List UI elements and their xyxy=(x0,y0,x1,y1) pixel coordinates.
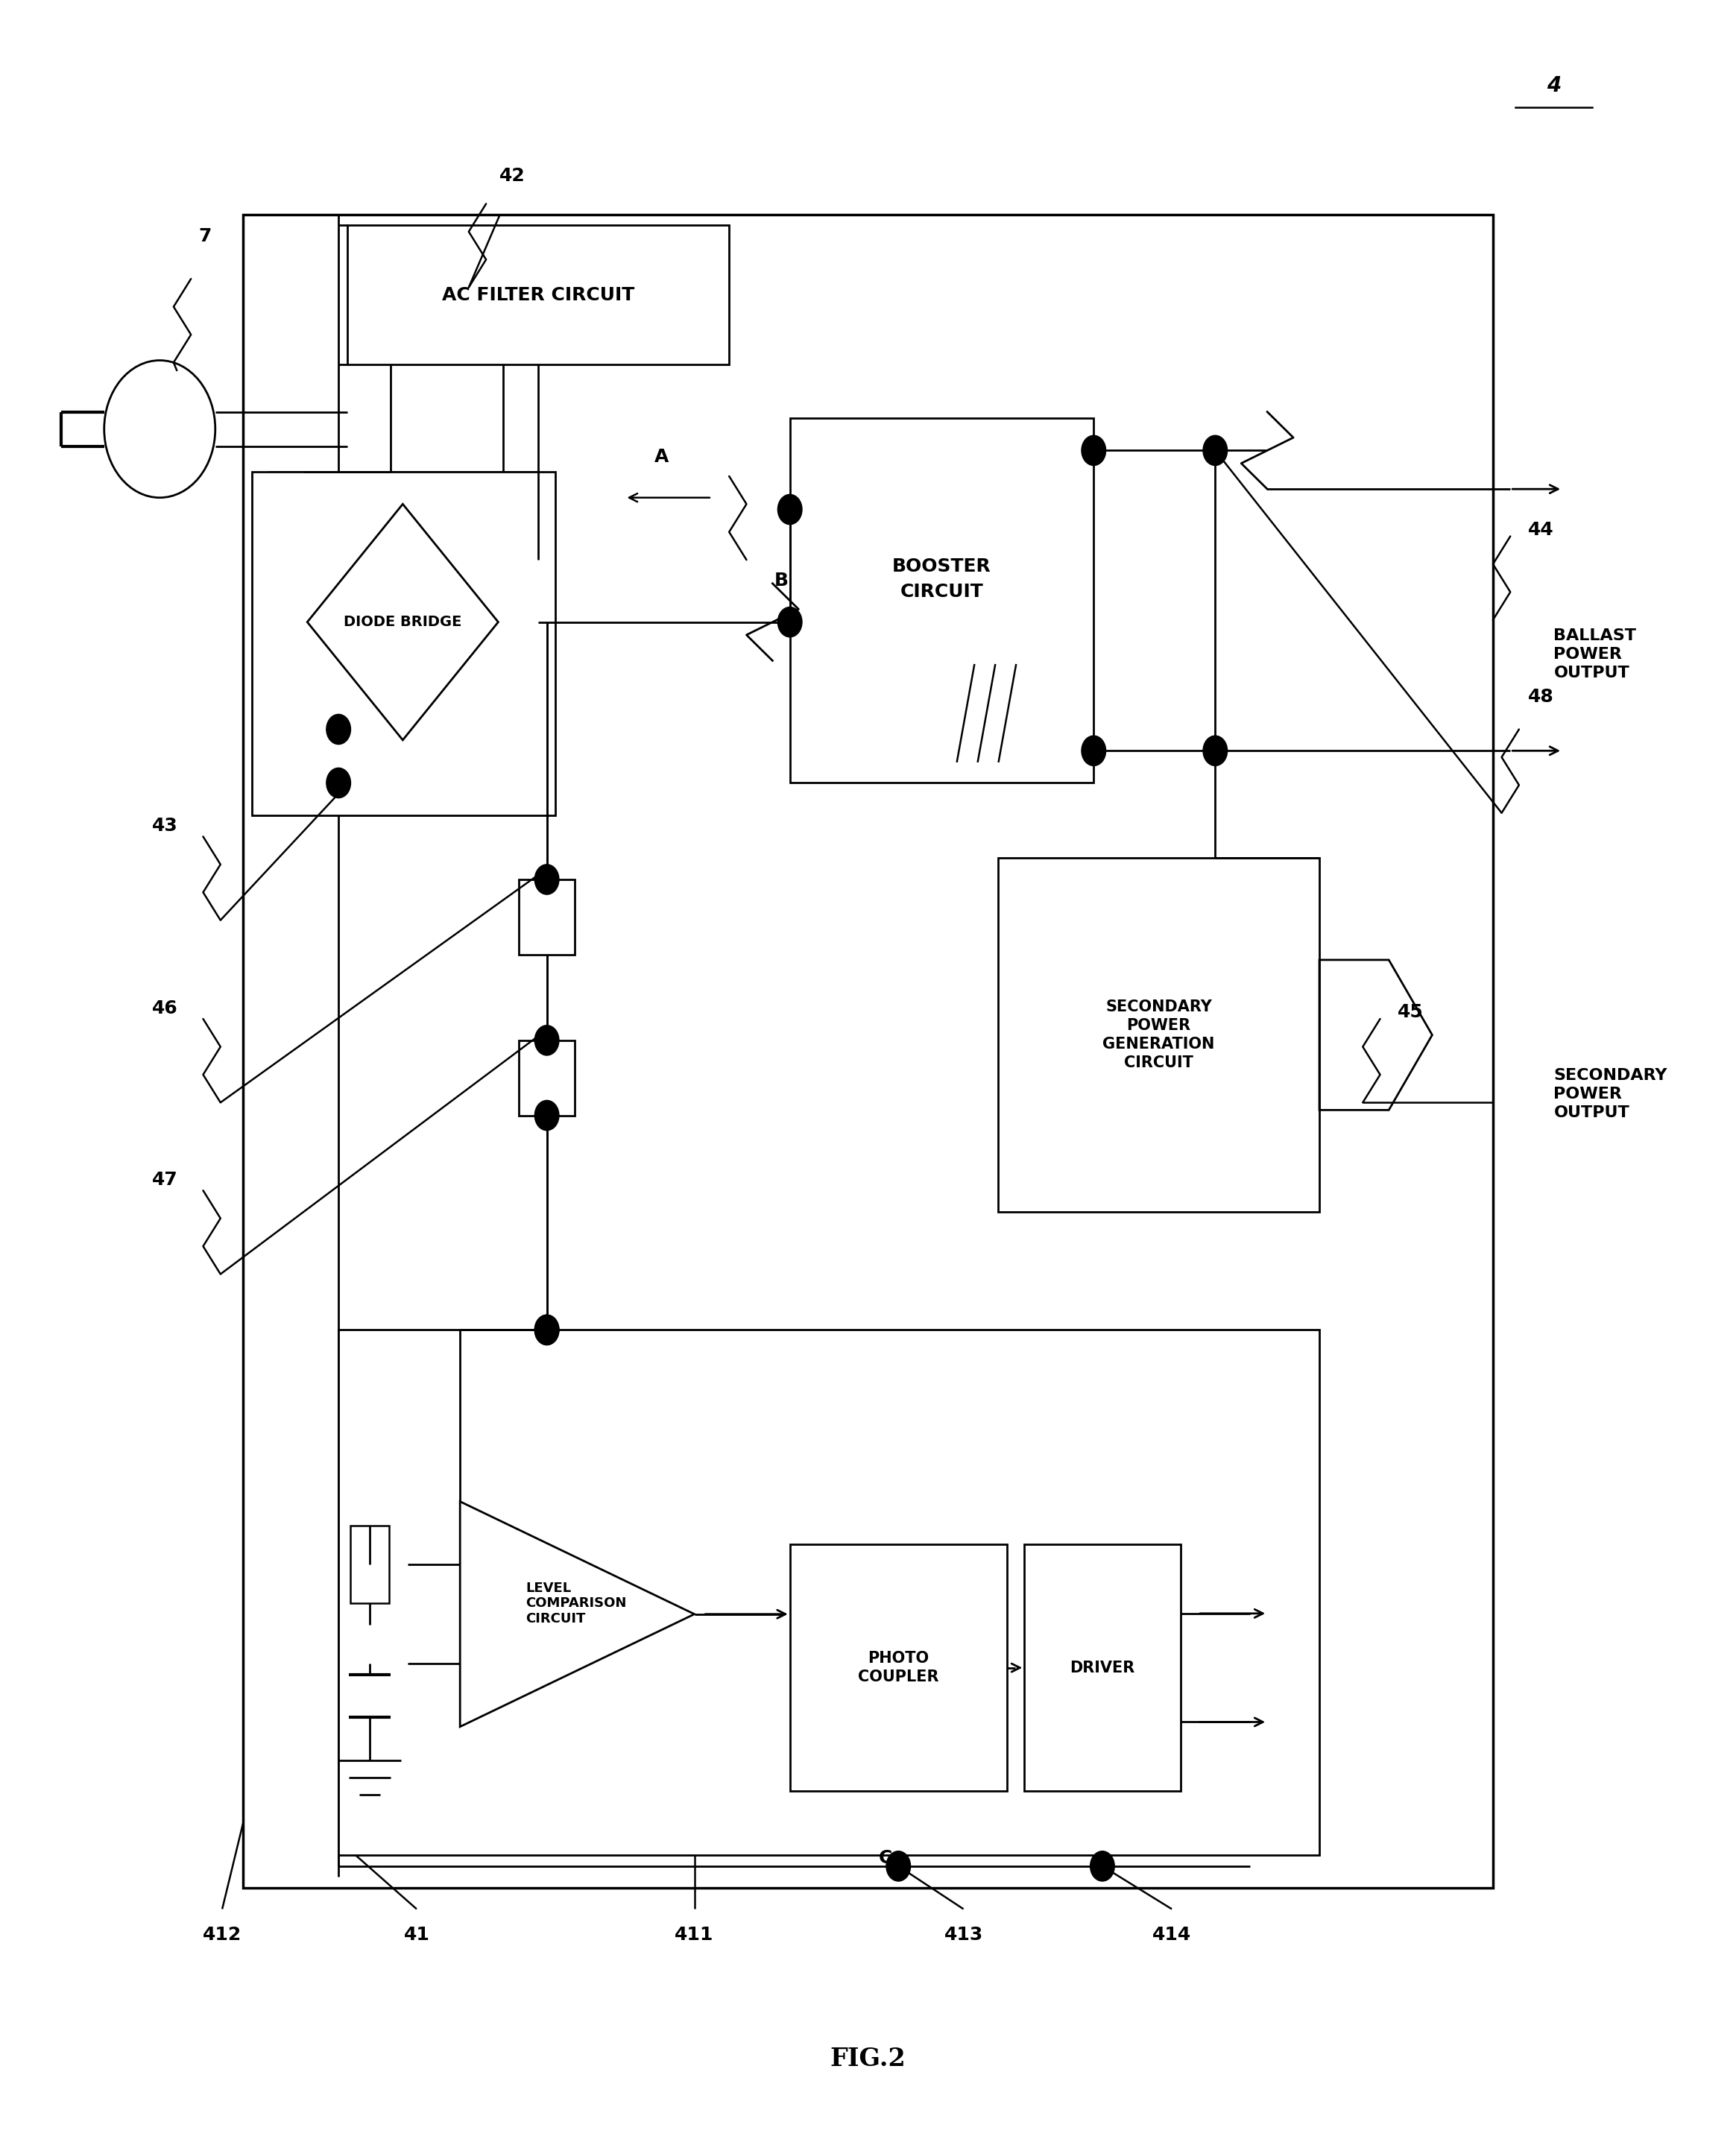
Circle shape xyxy=(1082,435,1106,465)
Text: 4: 4 xyxy=(1547,75,1561,97)
Circle shape xyxy=(535,1315,559,1345)
Text: 44: 44 xyxy=(1528,521,1554,538)
Text: SECONDARY
POWER
GENERATION
CIRCUIT: SECONDARY POWER GENERATION CIRCUIT xyxy=(1102,1000,1215,1070)
Circle shape xyxy=(778,495,802,526)
Text: 414: 414 xyxy=(1153,1926,1191,1943)
Bar xyxy=(351,1525,389,1602)
Circle shape xyxy=(535,1025,559,1055)
Circle shape xyxy=(1203,435,1227,465)
Bar xyxy=(790,418,1094,783)
Text: DRIVER: DRIVER xyxy=(1069,1660,1135,1675)
Circle shape xyxy=(885,1851,911,1881)
Text: 412: 412 xyxy=(203,1926,241,1943)
Bar xyxy=(339,1330,1319,1855)
Bar xyxy=(519,879,575,955)
Text: BALLAST
POWER
OUTPUT: BALLAST POWER OUTPUT xyxy=(1554,628,1637,680)
Text: 411: 411 xyxy=(675,1926,713,1943)
Text: A: A xyxy=(654,448,668,465)
Circle shape xyxy=(778,607,802,637)
Circle shape xyxy=(535,864,559,894)
Text: 43: 43 xyxy=(153,817,177,834)
Text: BOOSTER
CIRCUIT: BOOSTER CIRCUIT xyxy=(892,558,991,601)
Bar xyxy=(519,1040,575,1115)
Circle shape xyxy=(1090,1851,1115,1881)
Text: 413: 413 xyxy=(944,1926,983,1943)
Text: SECONDARY
POWER
OUTPUT: SECONDARY POWER OUTPUT xyxy=(1554,1068,1667,1120)
Bar xyxy=(243,214,1493,1888)
Circle shape xyxy=(326,768,351,798)
Text: 42: 42 xyxy=(500,167,524,184)
Circle shape xyxy=(326,714,351,744)
Text: FIG.2: FIG.2 xyxy=(830,2046,906,2072)
Text: PHOTO
COUPLER: PHOTO COUPLER xyxy=(858,1652,939,1684)
Circle shape xyxy=(1082,736,1106,766)
Circle shape xyxy=(535,1315,559,1345)
Bar xyxy=(269,472,538,783)
Bar xyxy=(252,472,556,815)
Text: C: C xyxy=(878,1849,892,1866)
Text: 48: 48 xyxy=(1528,689,1554,706)
Text: 46: 46 xyxy=(153,1000,177,1017)
Text: LEVEL
COMPARISON
CIRCUIT: LEVEL COMPARISON CIRCUIT xyxy=(526,1581,627,1626)
Bar xyxy=(998,858,1319,1212)
Text: AC FILTER CIRCUIT: AC FILTER CIRCUIT xyxy=(443,285,634,305)
Bar xyxy=(790,1544,1007,1791)
Text: 45: 45 xyxy=(1397,1004,1424,1021)
Text: 47: 47 xyxy=(153,1171,177,1188)
Bar xyxy=(1024,1544,1180,1791)
Circle shape xyxy=(1203,736,1227,766)
Text: DIODE BRIDGE: DIODE BRIDGE xyxy=(344,616,462,628)
Bar xyxy=(347,225,729,365)
Text: B: B xyxy=(774,573,788,590)
Text: 7: 7 xyxy=(198,227,212,245)
Text: 41: 41 xyxy=(404,1926,429,1943)
Circle shape xyxy=(535,1100,559,1130)
